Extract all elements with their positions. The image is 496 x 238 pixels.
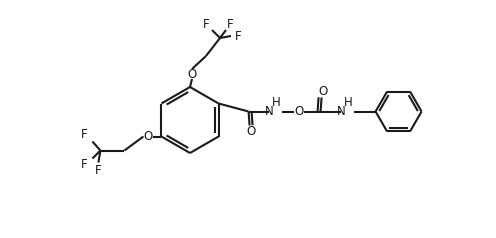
Text: H: H (272, 96, 281, 109)
Text: O: O (318, 85, 327, 98)
Text: O: O (144, 130, 153, 143)
Text: F: F (81, 128, 88, 141)
Text: H: H (344, 96, 353, 109)
Text: F: F (81, 158, 88, 171)
Text: O: O (246, 125, 255, 138)
Text: N: N (265, 105, 274, 118)
Text: F: F (203, 18, 209, 30)
Text: O: O (294, 105, 303, 118)
Text: N: N (337, 105, 346, 118)
Text: F: F (235, 30, 242, 43)
Text: F: F (227, 18, 233, 30)
Text: O: O (187, 68, 196, 80)
Text: F: F (95, 164, 102, 177)
